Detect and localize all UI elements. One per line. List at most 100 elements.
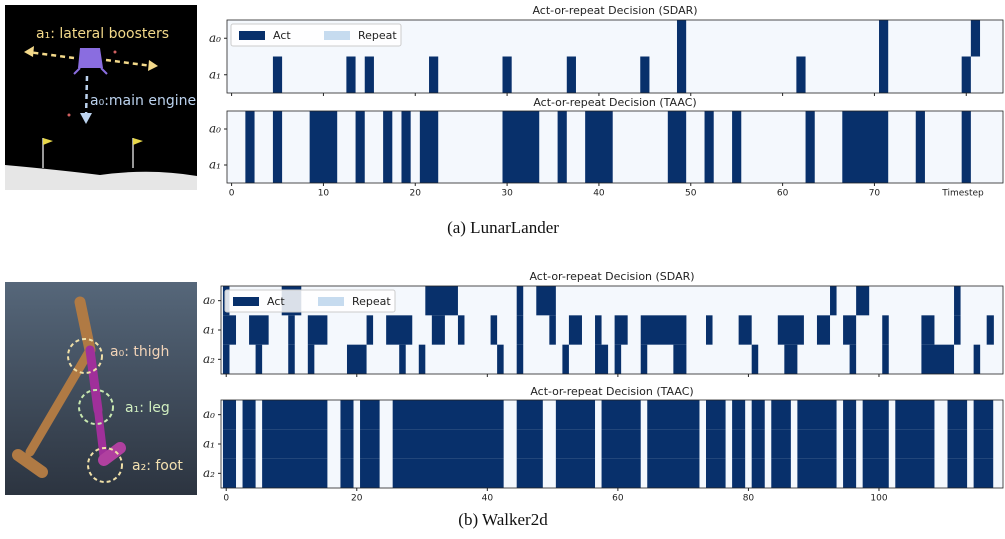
illustration-label: a₂: foot	[132, 458, 183, 474]
act-cell	[705, 147, 714, 183]
x-tick-label: 80	[743, 494, 755, 504]
act-cell	[882, 315, 889, 344]
x-tick-label: 40	[482, 494, 494, 504]
act-cell	[974, 429, 994, 458]
act-cell	[615, 345, 622, 374]
act-cell	[962, 57, 971, 94]
act-cell	[647, 429, 699, 458]
act-cell	[503, 111, 540, 147]
act-cell	[425, 286, 458, 315]
act-cell	[419, 345, 426, 374]
act-cell	[340, 400, 353, 429]
act-cell	[273, 147, 282, 183]
act-cell	[843, 400, 856, 429]
act-cell	[308, 315, 328, 344]
act-cell	[668, 111, 686, 147]
caption: (a) LunarLander	[447, 218, 559, 237]
figure: a₁: lateral boosters a₀:main engine a₀: …	[0, 0, 1005, 539]
act-cell	[256, 345, 263, 374]
act-cell	[399, 345, 406, 374]
act-cell	[288, 345, 295, 374]
chart-title: Act-or-repeat Decision (SDAR)	[532, 4, 697, 17]
row-label: a₁	[203, 437, 215, 451]
act-cell	[517, 315, 524, 344]
x-axis-label: Timestep	[941, 189, 984, 199]
illustration-label: a₁: lateral boosters	[36, 26, 169, 42]
act-cell	[732, 429, 745, 458]
act-cell	[517, 400, 543, 429]
act-cell	[360, 429, 380, 458]
act-cell	[602, 429, 641, 458]
act-cell	[562, 345, 569, 374]
act-cell	[245, 111, 254, 147]
legend-label: Act	[267, 295, 285, 308]
act-cell	[517, 429, 543, 458]
row-label: a₀	[209, 31, 221, 45]
row-label: a₀	[203, 293, 215, 307]
act-cell	[706, 459, 726, 488]
row-label: a₂	[203, 466, 215, 480]
act-cell	[393, 459, 504, 488]
act-cell	[706, 315, 713, 344]
act-cell	[262, 429, 327, 458]
act-cell	[517, 459, 543, 488]
x-tick-label: 20	[410, 189, 422, 199]
act-cell	[732, 459, 745, 488]
row-label: a₂	[203, 352, 215, 366]
act-cell	[879, 57, 888, 94]
act-cell	[921, 315, 934, 344]
act-cell	[432, 315, 445, 344]
act-cell	[863, 459, 889, 488]
row-label: a₁	[203, 323, 215, 337]
act-cell	[356, 111, 365, 147]
act-cell	[882, 345, 889, 374]
act-cell	[732, 400, 745, 429]
legend-label: Act	[273, 29, 291, 42]
act-cell	[367, 315, 374, 344]
act-cell	[732, 111, 741, 147]
act-cell	[420, 111, 438, 147]
act-cell	[356, 147, 365, 183]
x-tick-label: 0	[223, 494, 229, 504]
act-cell	[647, 400, 699, 429]
act-cell	[602, 459, 641, 488]
act-cell	[386, 315, 412, 344]
row-label: a₀	[209, 122, 221, 136]
act-cell	[705, 111, 714, 147]
act-cell	[916, 147, 925, 183]
chart-title: Act-or-repeat Decision (TAAC)	[530, 385, 693, 398]
act-cell	[401, 111, 410, 147]
act-cell	[830, 286, 837, 315]
act-cell	[771, 429, 791, 458]
act-cell	[595, 345, 608, 374]
act-cell	[843, 315, 856, 344]
x-tick-label: 40	[593, 189, 605, 199]
x-tick-label: 60	[777, 189, 789, 199]
legend-swatch	[318, 297, 344, 306]
act-cell	[517, 345, 524, 374]
act-cell	[732, 147, 741, 183]
act-cell	[806, 111, 815, 147]
act-cell	[641, 315, 687, 344]
act-cell	[842, 111, 888, 147]
act-cell	[558, 111, 567, 147]
x-tick-label: 70	[869, 189, 881, 199]
act-cell	[948, 400, 968, 429]
act-cell	[556, 429, 595, 458]
act-cell	[916, 111, 925, 147]
x-tick-label: 10	[318, 189, 330, 199]
act-cell	[647, 459, 699, 488]
act-cell	[536, 286, 556, 315]
act-cell	[288, 315, 295, 344]
act-cell	[310, 111, 338, 147]
x-tick-label: 20	[351, 494, 363, 504]
act-cell	[974, 345, 981, 374]
act-cell	[497, 345, 504, 374]
x-tick-label: 60	[612, 494, 624, 504]
act-cell	[668, 147, 686, 183]
act-cell	[308, 345, 315, 374]
act-cell	[569, 315, 582, 344]
act-cell	[517, 286, 524, 315]
act-cell	[556, 459, 595, 488]
